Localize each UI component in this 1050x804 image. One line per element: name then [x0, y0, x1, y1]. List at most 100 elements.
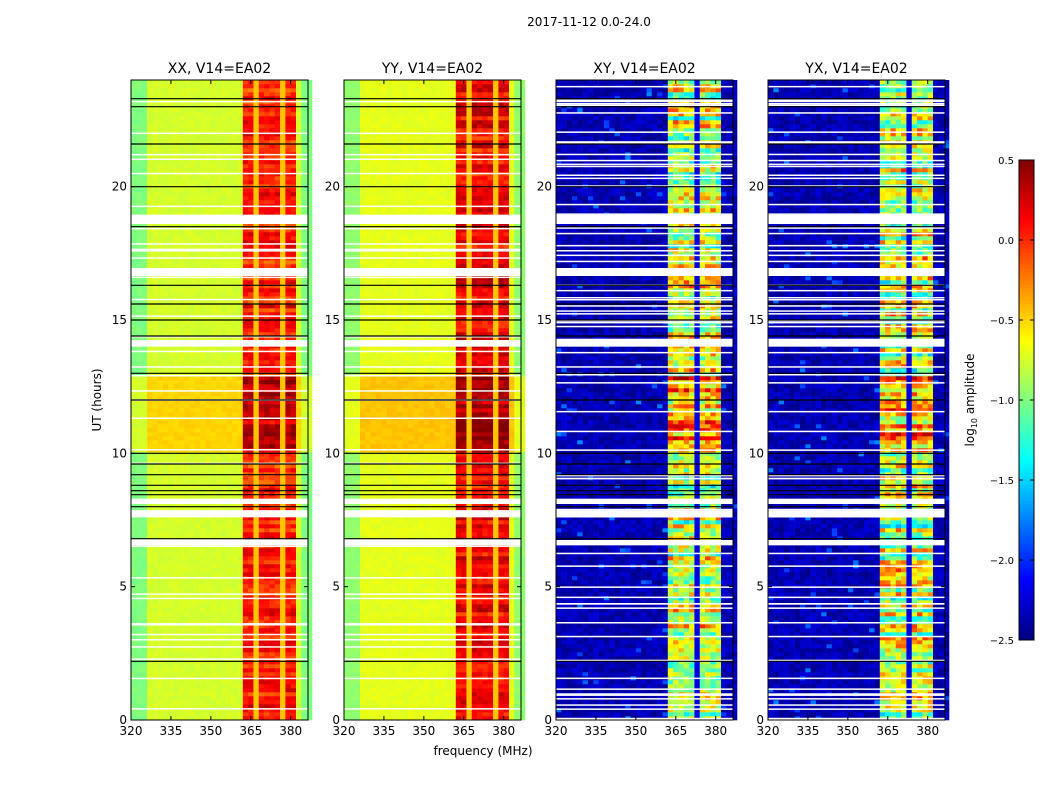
heatmap-cell [184, 144, 190, 148]
heatmap-cell [184, 680, 190, 684]
heatmap-cell [174, 188, 180, 192]
heatmap-cell [190, 568, 196, 572]
heatmap-cell [296, 160, 302, 164]
heatmap-cell [269, 532, 275, 536]
heatmap-cell [190, 468, 196, 472]
heatmap-cell [227, 320, 233, 324]
heatmap-cell [301, 232, 307, 236]
heatmap-cell [296, 188, 302, 192]
heatmap-cell [136, 168, 142, 172]
heatmap-cell [301, 424, 307, 428]
heatmap-cell [285, 384, 291, 388]
heatmap-cell [168, 160, 174, 164]
heatmap-cell [216, 392, 222, 396]
heatmap-cell [280, 432, 286, 436]
heatmap-cell [174, 648, 180, 652]
heatmap-cell [237, 456, 243, 460]
heatmap-cell [296, 200, 302, 204]
heatmap-cell [227, 580, 233, 584]
heatmap-cell [291, 560, 297, 564]
heatmap-cell [248, 468, 254, 472]
heatmap-cell [275, 528, 281, 532]
heatmap-cell [158, 360, 164, 364]
heatmap-cell [195, 148, 201, 152]
heatmap-cell [200, 324, 206, 328]
heatmap-cell [174, 136, 180, 140]
heatmap-cell [301, 564, 307, 568]
heatmap-cell [222, 196, 228, 200]
heatmap-cell [285, 160, 291, 164]
heatmap-cell [168, 712, 174, 716]
heatmap-cell [237, 612, 243, 616]
heatmap-cell [163, 612, 169, 616]
heatmap-cell [158, 696, 164, 700]
heatmap-cell [243, 568, 249, 572]
heatmap-cell [248, 252, 254, 256]
heatmap-cell [301, 304, 307, 308]
heatmap-cell [259, 640, 265, 644]
heatmap-cell [259, 580, 265, 584]
heatmap-cell [168, 236, 174, 240]
heatmap-cell [222, 144, 228, 148]
heatmap-cell [216, 284, 222, 288]
heatmap-cell [264, 168, 270, 172]
heatmap-cell [269, 484, 275, 488]
heatmap-cell [232, 440, 238, 444]
heatmap-cell [280, 356, 286, 360]
heatmap-cell [264, 584, 270, 588]
heatmap-cell [232, 232, 238, 236]
heatmap-cell [184, 264, 190, 268]
heatmap-cell [269, 688, 275, 692]
heatmap-cell [216, 320, 222, 324]
heatmap-cell [301, 452, 307, 456]
heatmap-cell [259, 412, 265, 416]
heatmap-cell [184, 424, 190, 428]
heatmap-cell [243, 700, 249, 704]
heatmap-cell [243, 476, 249, 480]
heatmap-cell [291, 352, 297, 356]
heatmap-cell [280, 384, 286, 388]
heatmap-cell [184, 528, 190, 532]
heatmap-cell [184, 196, 190, 200]
heatmap-cell [291, 356, 297, 360]
heatmap-cell [200, 408, 206, 412]
heatmap-cell [168, 252, 174, 256]
heatmap-cell [285, 700, 291, 704]
heatmap-cell [174, 408, 180, 412]
figure: 2017-11-12 0.0-24.0 frequency (MHz) UT (… [0, 0, 1050, 800]
heatmap-cell [227, 688, 233, 692]
heatmap-cell [184, 180, 190, 184]
heatmap-cell [269, 436, 275, 440]
heatmap-cell [163, 660, 169, 664]
heatmap-cell [291, 520, 297, 524]
heatmap-cell [206, 672, 212, 676]
heatmap-cell [227, 408, 233, 412]
heatmap-cell [259, 532, 265, 536]
figure-title: 2017-11-12 0.0-24.0 [527, 15, 651, 29]
heatmap-cell [227, 480, 233, 484]
heatmap-cell [147, 192, 153, 196]
heatmap-cell [206, 528, 212, 532]
heatmap-cell [142, 440, 148, 444]
heatmap-cell [195, 280, 201, 284]
heatmap-cell [211, 464, 217, 468]
heatmap-cell [301, 444, 307, 448]
heatmap-cell [227, 424, 233, 428]
heatmap-cell [280, 352, 286, 356]
heatmap-cell [243, 436, 249, 440]
heatmap-cell [285, 520, 291, 524]
heatmap-cell [232, 480, 238, 484]
heatmap-cell [264, 428, 270, 432]
heatmap-cell [275, 556, 281, 560]
heatmap-cell [232, 136, 238, 140]
heatmap-cell [291, 324, 297, 328]
heatmap-cell [269, 368, 275, 372]
heatmap-cell [222, 712, 228, 716]
heatmap-cell [136, 376, 142, 380]
heatmap-cell [259, 568, 265, 572]
heatmap-cell [168, 664, 174, 668]
heatmap-cell [142, 556, 148, 560]
heatmap-cell [253, 476, 259, 480]
heatmap-cell [296, 668, 302, 672]
heatmap-cell [232, 380, 238, 384]
